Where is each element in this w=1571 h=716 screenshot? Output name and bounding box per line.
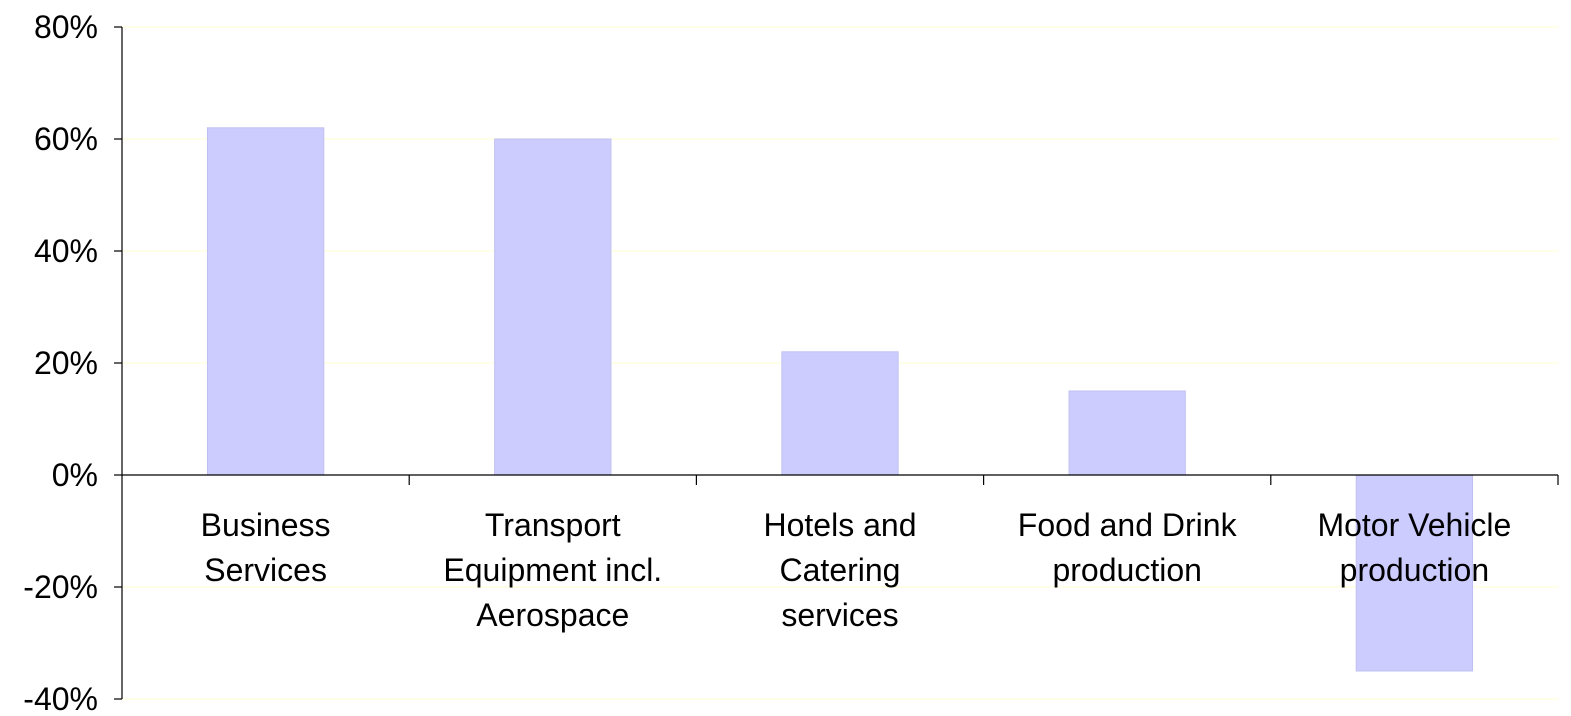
gridlines bbox=[122, 26, 1558, 700]
x-category-label: Hotels and Catering services bbox=[764, 507, 917, 633]
x-category-label-line: Services bbox=[204, 552, 327, 588]
bar bbox=[206, 127, 325, 476]
y-tick-label: 40% bbox=[34, 233, 98, 269]
x-category-label: Motor Vehicle production bbox=[1317, 507, 1511, 588]
x-category-label-line: production bbox=[1052, 552, 1201, 588]
y-tick-labels: 80% 60% 40% 20% 0% -20% -40% bbox=[23, 9, 98, 716]
y-tick-label: 80% bbox=[34, 9, 98, 45]
x-category-label-line: production bbox=[1340, 552, 1489, 588]
x-category-labels: Business Services Transport Equipment incl.… bbox=[201, 507, 1512, 633]
x-category-label-line: Business bbox=[201, 507, 331, 543]
x-category-label-line: Equipment incl. bbox=[443, 552, 662, 588]
y-tick-label: 60% bbox=[34, 121, 98, 157]
x-category-label-line: Food and Drink bbox=[1018, 507, 1238, 543]
x-category-label: Food and Drink production bbox=[1018, 507, 1238, 588]
bar bbox=[781, 351, 899, 476]
x-category-label-line: Aerospace bbox=[476, 597, 629, 633]
x-category-label: Business Services bbox=[201, 507, 331, 588]
y-tick-label: 20% bbox=[34, 345, 98, 381]
x-category-label: Transport Equipment incl. Aerospace bbox=[443, 507, 662, 633]
bar bbox=[1068, 390, 1186, 476]
bar bbox=[494, 138, 612, 476]
bar bbox=[1355, 474, 1474, 672]
x-category-label-line: Hotels and bbox=[764, 507, 917, 543]
x-category-label-line: services bbox=[781, 597, 898, 633]
x-category-label-line: Catering bbox=[780, 552, 901, 588]
axes bbox=[114, 26, 1559, 700]
y-tick-label: -40% bbox=[23, 681, 98, 716]
bars bbox=[206, 127, 1474, 672]
y-tick-label: -20% bbox=[23, 569, 98, 605]
x-category-label-line: Transport bbox=[485, 507, 621, 543]
y-tick-label: 0% bbox=[52, 457, 98, 493]
x-category-label-line: Motor Vehicle bbox=[1317, 507, 1511, 543]
